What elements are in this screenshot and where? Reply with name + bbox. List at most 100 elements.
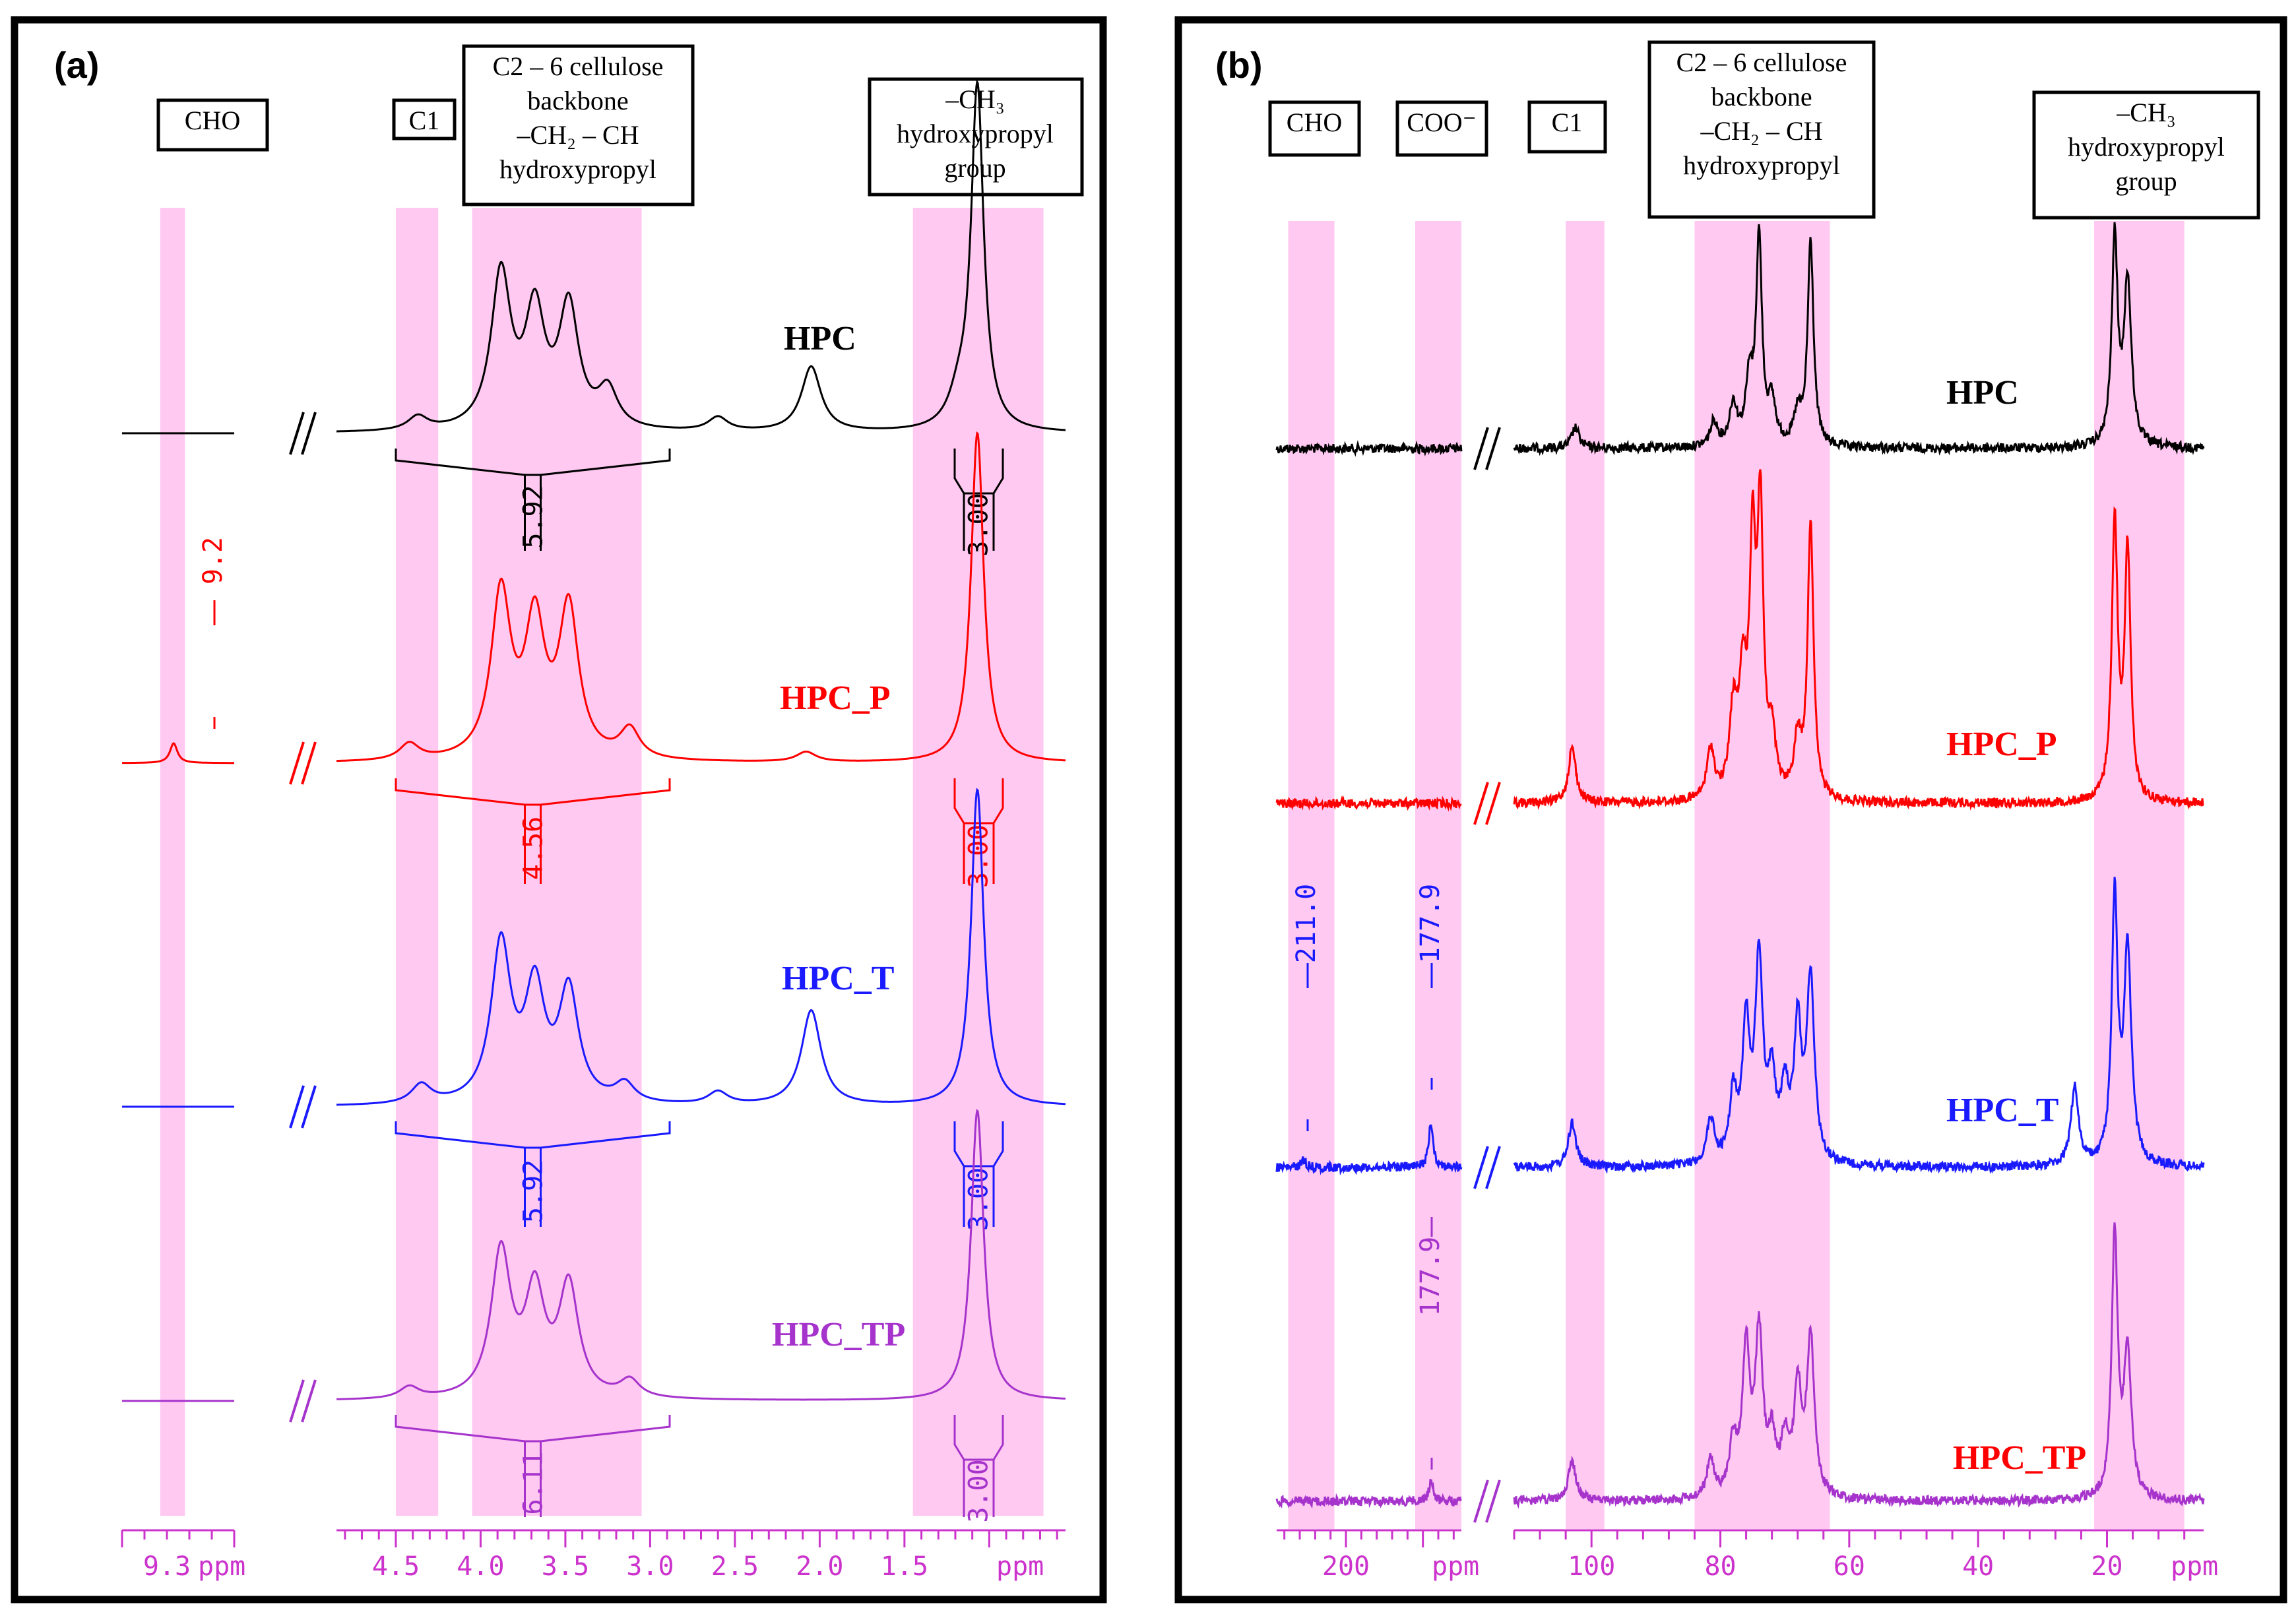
series-label: HPC bbox=[784, 320, 856, 358]
integral-line bbox=[395, 1415, 671, 1517]
x-axis-unit-label: ppm bbox=[198, 1551, 245, 1582]
integral-value: 4.56 bbox=[519, 817, 549, 880]
integral-value: 5.92 bbox=[519, 485, 549, 548]
region-label-frame bbox=[1647, 40, 1876, 219]
x-axis-unit-label: ppm bbox=[1432, 1551, 1479, 1582]
panel-a-spectra: HPC 5.92 3.00 HPC_P 4.56 3.00 9.2 HPC_T 5.92 3.00… bbox=[121, 79, 1066, 1523]
x-tick-label: 100 bbox=[1568, 1551, 1615, 1582]
axis-break-mark bbox=[1485, 1146, 1501, 1189]
integral-bracket: 3.00 bbox=[953, 1415, 1004, 1523]
integral-line bbox=[953, 778, 1004, 884]
spectrum-line bbox=[1275, 440, 1463, 457]
axis-break-mark bbox=[1473, 1146, 1489, 1189]
region-label-line: COO⁻ bbox=[1407, 108, 1477, 137]
highlight-band bbox=[472, 208, 642, 1516]
spectrum-line bbox=[1513, 222, 2205, 456]
region-label-line: –CH₂ – CH bbox=[516, 120, 639, 150]
panel-b-x-axis: 200 100 80 60 40 20 ppm ppm bbox=[1277, 1529, 2218, 1582]
panel-b-label: (b) bbox=[1215, 44, 1263, 86]
integral-line bbox=[395, 778, 671, 884]
region-label-line: backbone bbox=[527, 86, 628, 115]
region-label-box: C1 bbox=[392, 98, 457, 140]
peak-label: 9.2 bbox=[198, 537, 228, 729]
region-label-box: C2 – 6 cellulose backbone –CH₂ – CH hydroxy… bbox=[1647, 40, 1876, 219]
region-label-line: hydroxypropyl bbox=[1683, 150, 1840, 180]
peak-label: 177.9 bbox=[1415, 884, 1446, 1090]
region-label-line: CHO bbox=[1287, 108, 1342, 137]
panel-a-region-labels: CHO C1 C2 – 6 cellulose backbone –CH₂ – CH hy… bbox=[156, 44, 1084, 206]
spectrum-trace: HPC bbox=[1275, 222, 2205, 470]
x-tick-label: 4.0 bbox=[457, 1551, 504, 1582]
axis-break-mark bbox=[301, 412, 317, 455]
x-axis-unit-label: ppm bbox=[2171, 1551, 2218, 1582]
integral-value: 3.00 bbox=[964, 825, 994, 888]
series-label: HPC_T bbox=[1946, 1092, 2058, 1129]
axis-break-mark bbox=[289, 741, 305, 785]
spectrum-line bbox=[336, 79, 1066, 433]
region-label-frame bbox=[1395, 100, 1488, 157]
x-tick-label: 4.5 bbox=[372, 1551, 420, 1582]
x-tick-label: 3.0 bbox=[626, 1551, 674, 1582]
spectrum-trace: HPC_T 211.0 177.9 bbox=[1275, 877, 2205, 1189]
highlight-band bbox=[912, 208, 1044, 1516]
axis-break-mark bbox=[1485, 1479, 1501, 1523]
spectrum-line bbox=[1275, 1124, 1463, 1176]
integral-line bbox=[953, 449, 1004, 551]
x-tick-label: 1.5 bbox=[881, 1551, 928, 1582]
series-label: HPC_T bbox=[782, 960, 894, 997]
spectrum-line bbox=[336, 788, 1066, 1106]
x-tick-label: 3.5 bbox=[542, 1551, 589, 1582]
region-label-box: CHO bbox=[156, 98, 269, 152]
peak-label: 211.0 bbox=[1291, 884, 1322, 1131]
spectrum-trace: HPC_TP 177.9 bbox=[1275, 1217, 2205, 1523]
axis-break-mark bbox=[1485, 427, 1501, 470]
spectrum-trace: HPC 5.92 3.00 bbox=[122, 79, 1066, 557]
axis-break-mark bbox=[1473, 427, 1489, 470]
panel-b-13c-nmr: (b) CHO COO⁻ C1 C2 – 6 cellulose backbone –CH… bbox=[1174, 16, 2287, 1603]
region-label-frame bbox=[392, 98, 457, 140]
spectrum-trace: HPC_P bbox=[1275, 469, 2204, 825]
integral-line bbox=[953, 1121, 1004, 1227]
region-label-line: C1 bbox=[409, 106, 440, 135]
panel-a-label: (a) bbox=[54, 44, 99, 86]
axis-break-mark bbox=[289, 1085, 305, 1129]
region-label-frame bbox=[2032, 90, 2260, 220]
axis-break-mark bbox=[1473, 1479, 1489, 1523]
integral-value: 5.92 bbox=[519, 1160, 549, 1223]
region-label-box: –CH₃ hydroxypropyl group bbox=[2032, 90, 2260, 220]
panel-a-frame bbox=[11, 16, 1107, 1603]
integral-value: 3.00 bbox=[964, 1167, 994, 1231]
integral-value: 3.00 bbox=[964, 1459, 994, 1522]
region-label-line: hydroxypropyl bbox=[2068, 132, 2225, 162]
integral-bracket: 5.92 bbox=[395, 449, 671, 551]
axis-break-mark bbox=[289, 412, 305, 455]
axis-break-mark bbox=[301, 1379, 317, 1423]
peak-label-value: 9.2 bbox=[198, 537, 228, 584]
spectrum-line bbox=[336, 431, 1066, 762]
integral-bracket: 5.92 bbox=[395, 1121, 671, 1227]
axis-break-mark bbox=[289, 1379, 305, 1423]
panel-b-frame bbox=[1174, 16, 2287, 1603]
region-label-line: CHO bbox=[185, 106, 240, 135]
x-tick-label: 20 bbox=[2091, 1551, 2122, 1582]
spectrum-line bbox=[336, 1109, 1066, 1401]
peak-label-value: 211.0 bbox=[1291, 884, 1322, 963]
region-label-line: C2 – 6 cellulose bbox=[1676, 47, 1847, 77]
spectrum-line bbox=[1275, 795, 1462, 812]
spectrum-line bbox=[1275, 1479, 1462, 1509]
series-label: HPC_P bbox=[1946, 726, 2057, 763]
integral-value: 3.00 bbox=[964, 493, 994, 556]
axis-break-mark bbox=[1485, 782, 1501, 825]
x-tick-label: 80 bbox=[1704, 1551, 1736, 1582]
x-tick-label: 9.3 bbox=[143, 1551, 191, 1582]
region-label-frame bbox=[156, 98, 269, 152]
series-label: HPC bbox=[1946, 374, 2019, 412]
spectrum-line bbox=[1513, 469, 2204, 811]
region-label-line: group bbox=[944, 153, 1005, 183]
region-label-line: –CH₃ bbox=[2116, 98, 2176, 127]
x-tick-label: 40 bbox=[1962, 1551, 1994, 1582]
region-label-line: hydroxypropyl bbox=[499, 154, 656, 184]
highlight-band bbox=[1566, 221, 1605, 1529]
region-label-box: C1 bbox=[1527, 100, 1607, 154]
